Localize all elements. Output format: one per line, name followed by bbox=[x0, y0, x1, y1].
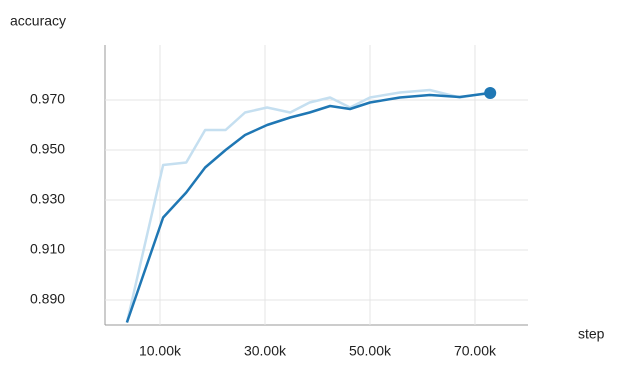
y-tick-label: 0.930 bbox=[30, 191, 65, 207]
x-tick-label: 30.00k bbox=[244, 343, 287, 359]
last-point bbox=[484, 87, 497, 99]
y-tick-label: 0.890 bbox=[30, 291, 65, 307]
x-tick-label: 50.00k bbox=[349, 343, 392, 359]
y-tick-label: 0.950 bbox=[30, 141, 65, 157]
series-line bbox=[125, 88, 491, 323]
x-axis-label: step bbox=[578, 326, 605, 342]
y-tick-label: 0.970 bbox=[30, 91, 65, 107]
y-tick-label: 0.910 bbox=[30, 241, 65, 257]
series-line bbox=[125, 91, 491, 323]
x-tick-label: 70.00k bbox=[454, 343, 497, 359]
chart-title: accuracy bbox=[10, 13, 66, 29]
x-tick-label: 10.00k bbox=[139, 343, 182, 359]
